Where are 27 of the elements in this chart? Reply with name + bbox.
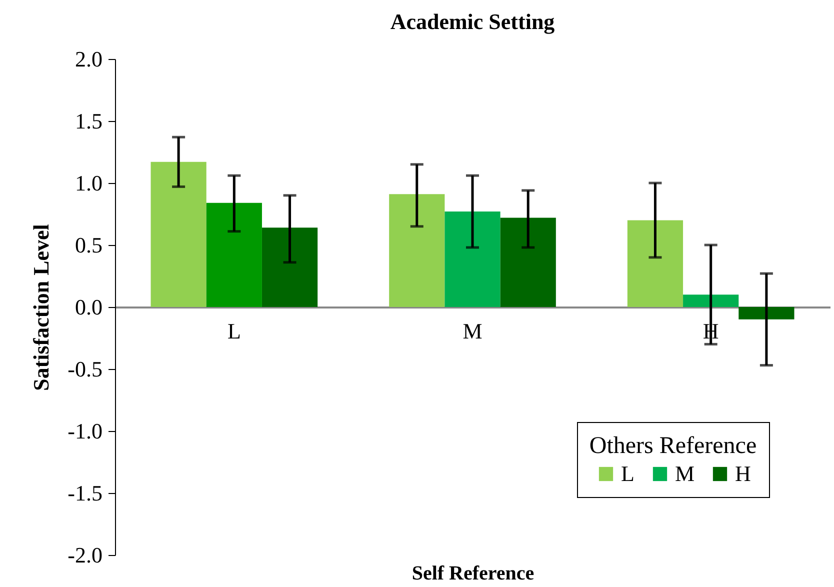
legend-label: H (735, 461, 751, 486)
y-tick-label: 0.5 (75, 232, 102, 258)
bar (389, 194, 445, 307)
bar (627, 220, 684, 307)
y-tick-label: 1.5 (75, 108, 102, 134)
bar (738, 307, 794, 320)
x-tick-label: M (462, 318, 482, 344)
bar (683, 294, 739, 307)
bar (206, 202, 262, 307)
y-tick-label: 1.0 (75, 170, 102, 196)
legend-label: L (621, 461, 634, 486)
chart-title: Academic Setting (390, 9, 555, 34)
y-tick-label: -1.5 (68, 480, 102, 506)
y-tick-label: 0.0 (75, 294, 102, 320)
bar (500, 218, 556, 307)
bar (262, 228, 318, 307)
y-tick-label: -2.0 (68, 542, 102, 568)
x-tick-label: L (227, 318, 241, 344)
x-axis-title: Self Reference (412, 562, 534, 584)
bar (444, 212, 500, 307)
y-axis-title: Satisfaction Level (28, 224, 54, 391)
legend-label: M (675, 461, 695, 486)
y-tick-label: 2.0 (75, 46, 102, 72)
legend-title: Others Reference (589, 433, 757, 459)
y-tick-label: -0.5 (68, 356, 102, 382)
y-tick-label: -1.0 (68, 418, 102, 444)
bar (150, 162, 206, 307)
